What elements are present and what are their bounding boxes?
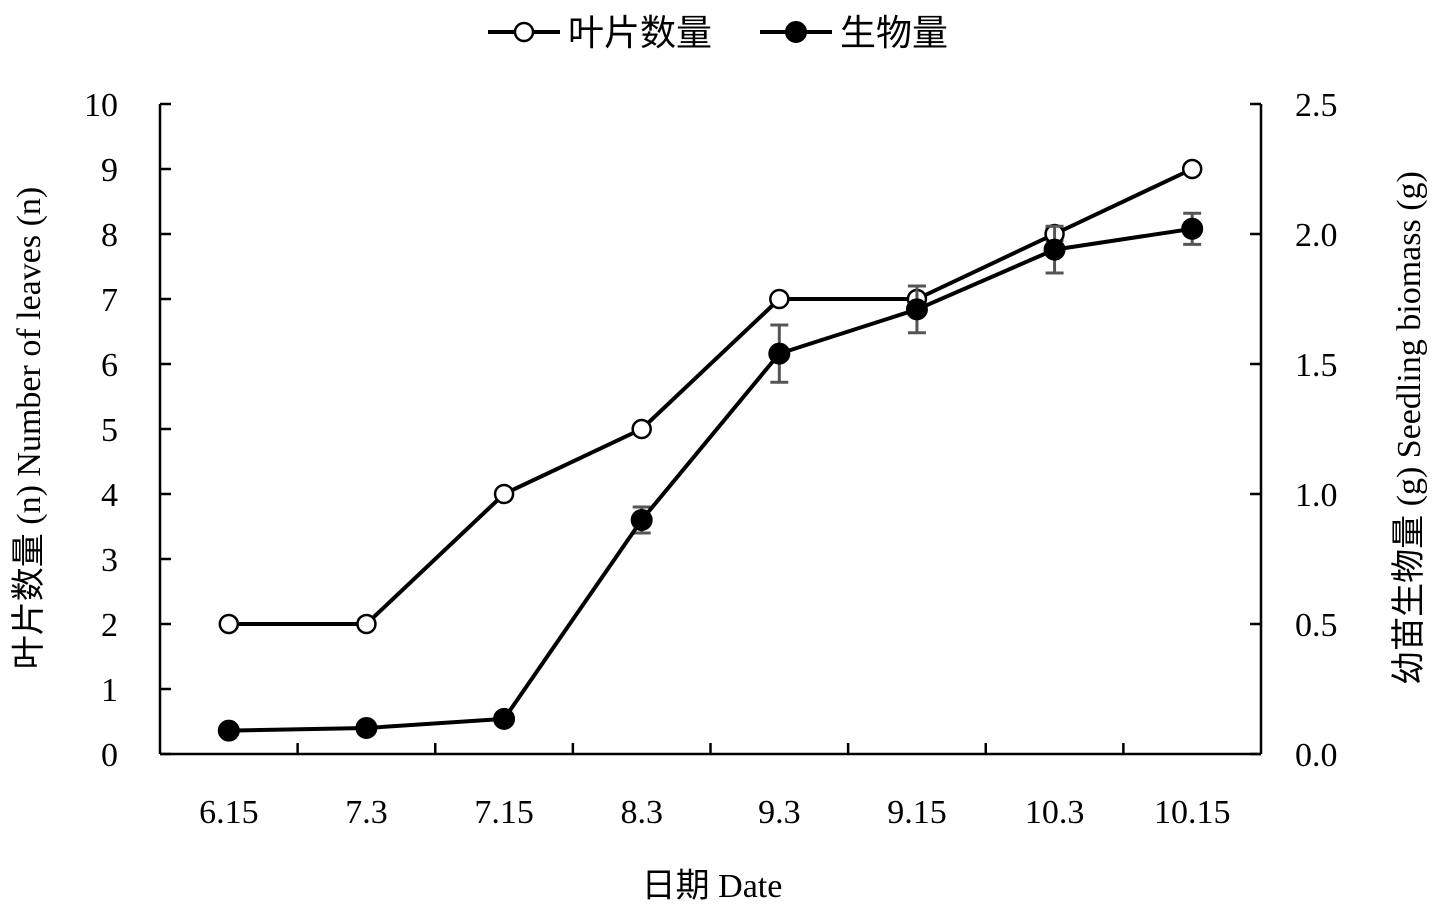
left-axis-title: 叶片数量 (n) Number of leaves (n) [10,187,48,669]
data-point-biomass [217,719,240,742]
right-tick-label: 0.0 [1295,737,1338,774]
data-point-biomass [905,298,928,321]
data-point-biomass [355,717,378,739]
data-point-biomass [1181,217,1204,240]
x-axis-title: 日期 Date [642,868,783,905]
legend-label-biomass: 生物量 [840,13,948,53]
x-tick-label: 9.3 [758,794,801,831]
x-tick-label: 10.3 [1025,794,1085,831]
x-tick-label: 8.3 [620,794,663,831]
x-tick-label: 6.15 [199,794,259,831]
data-point-biomass [493,707,516,730]
right-tick-label: 2.5 [1295,87,1338,124]
left-tick-label: 4 [101,477,118,514]
data-point-leaves [493,483,515,505]
legend-label-leaves: 叶片数量 [568,13,712,53]
data-point-leaves [218,613,240,635]
left-tick-label: 10 [84,87,118,124]
left-tick-label: 0 [101,737,118,774]
data-point-biomass [768,342,791,365]
x-tick-label: 7.3 [345,794,388,831]
right-tick-label: 0.5 [1295,607,1338,644]
legend-marker-biomass [785,21,807,43]
legend: 叶片数量 生物量 [488,13,948,53]
data-point-leaves [1181,158,1203,180]
legend-marker-leaves [513,21,535,43]
data-point-leaves [769,288,790,310]
right-tick-label: 1.5 [1295,347,1338,384]
data-point-biomass [1043,238,1066,261]
right-axis-title: 幼苗生物量 (g) Seedling biomass (g) [1390,171,1428,685]
series-layer [217,158,1204,742]
left-tick-label: 6 [101,347,118,384]
data-point-biomass [630,509,653,531]
left-tick-label: 9 [101,152,118,189]
series-biomass [217,211,1204,742]
x-tick-label: 9.15 [887,794,947,831]
left-tick-label: 5 [101,412,118,449]
data-point-leaves [631,418,652,440]
series-leaves [218,158,1203,635]
left-tick-label: 8 [101,217,118,254]
series-line-leaves [228,167,1194,626]
x-tick-label: 10.15 [1154,794,1231,831]
right-tick-label: 1.0 [1295,477,1338,514]
right-tick-label: 2.0 [1295,217,1338,254]
axes: 0 1 2 3 4 5 6 7 8 9 10 0.0 0.5 1.0 1.5 2.0 2.5 6.15 7.3 7.1… [84,87,1338,831]
data-point-leaves [356,613,377,635]
x-tick-label: 7.15 [474,794,534,831]
left-tick-label: 1 [101,672,118,709]
left-tick-label: 3 [101,542,118,579]
left-tick-label: 7 [101,282,118,319]
series-line-biomass [228,226,1193,733]
left-tick-label: 2 [101,607,118,644]
